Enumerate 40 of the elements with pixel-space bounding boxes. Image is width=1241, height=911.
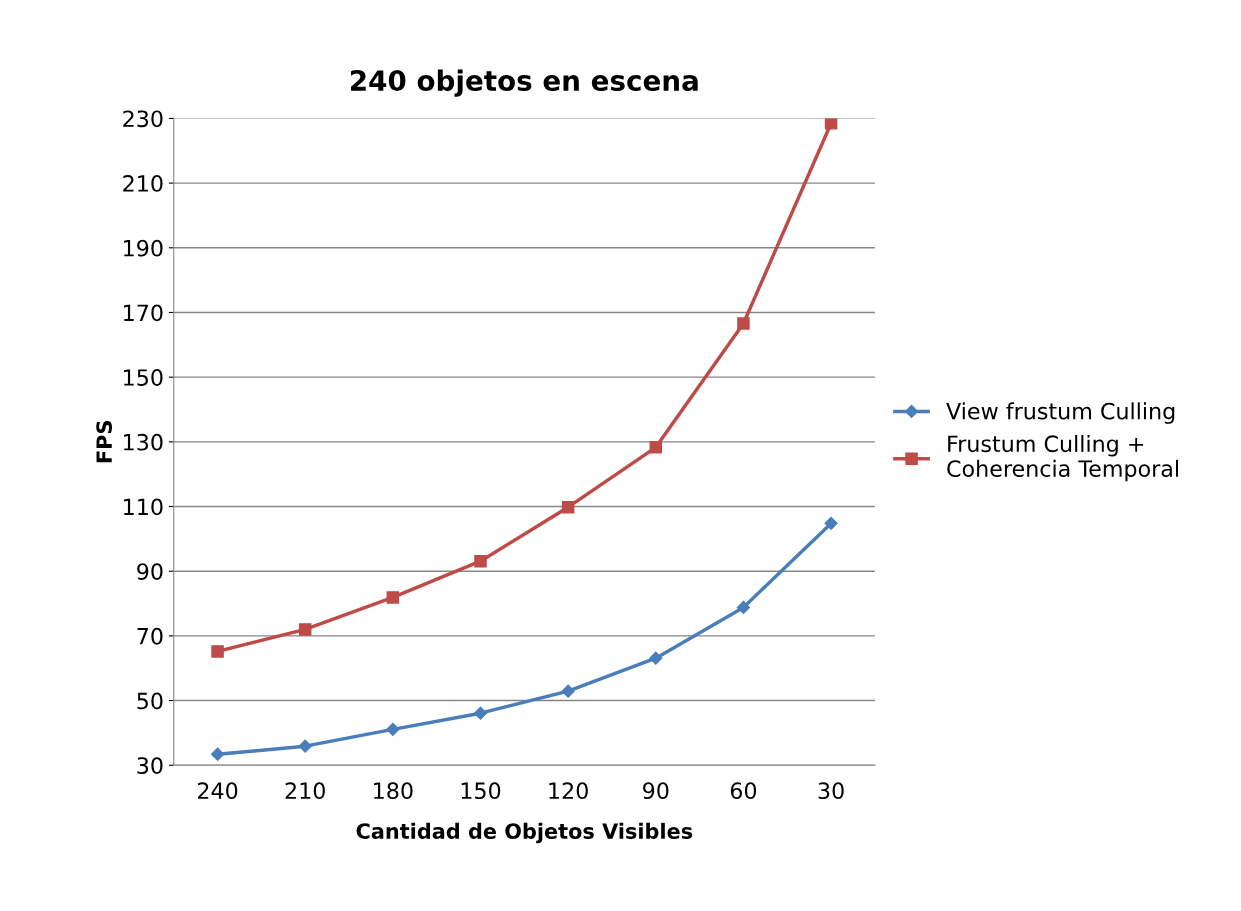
- x-tick-label: 180: [374, 782, 413, 800]
- y-axis-title: FPS: [96, 421, 113, 463]
- point: [824, 118, 838, 130]
- x-tick-label: 30: [818, 782, 844, 800]
- y-tick-label: 150: [124, 369, 163, 386]
- y-tick-label: 50: [137, 692, 163, 710]
- legend-label: Frustum Culling + Coherencia Temporal: [947, 434, 1179, 482]
- x-tick-label: 150: [461, 782, 501, 800]
- point: [737, 317, 750, 330]
- chart-title: 240 objetos en escena: [351, 69, 698, 97]
- point: [211, 645, 224, 658]
- point: [474, 554, 487, 568]
- y-tick-label: 30: [137, 757, 163, 774]
- y-tick-label: 210: [123, 175, 163, 192]
- point: [649, 441, 663, 454]
- point: [824, 516, 838, 530]
- point: [298, 739, 312, 753]
- y-tick-label: 90: [137, 563, 163, 580]
- point: [561, 500, 575, 514]
- point: [298, 623, 312, 636]
- y-tick-label: 190: [124, 239, 163, 257]
- y-tick-label: 230: [123, 110, 163, 128]
- point: [473, 706, 488, 720]
- point: [561, 684, 575, 698]
- point: [736, 600, 751, 615]
- x-tick-label: 120: [549, 782, 588, 800]
- x-tick-label: 240: [197, 782, 238, 800]
- point: [649, 651, 663, 665]
- x-tick-label: 90: [643, 782, 669, 800]
- point: [210, 747, 225, 761]
- point: [386, 722, 400, 736]
- y-tick-label: 70: [137, 627, 163, 645]
- y-tick-label: 110: [124, 498, 163, 516]
- y-tick-label: 170: [124, 304, 163, 322]
- legend-label: View frustum Culling: [946, 402, 1175, 424]
- x-tick-label: 60: [730, 782, 757, 800]
- point: [386, 591, 400, 604]
- y-tick-label: 130: [124, 433, 163, 451]
- x-axis-title: Cantidad de Objetos Visibles: [356, 822, 693, 844]
- x-tick-label: 210: [285, 782, 325, 800]
